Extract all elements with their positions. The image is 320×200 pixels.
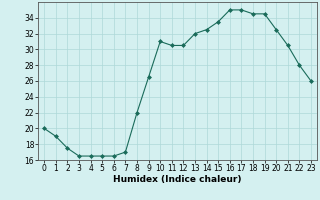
X-axis label: Humidex (Indice chaleur): Humidex (Indice chaleur)	[113, 175, 242, 184]
